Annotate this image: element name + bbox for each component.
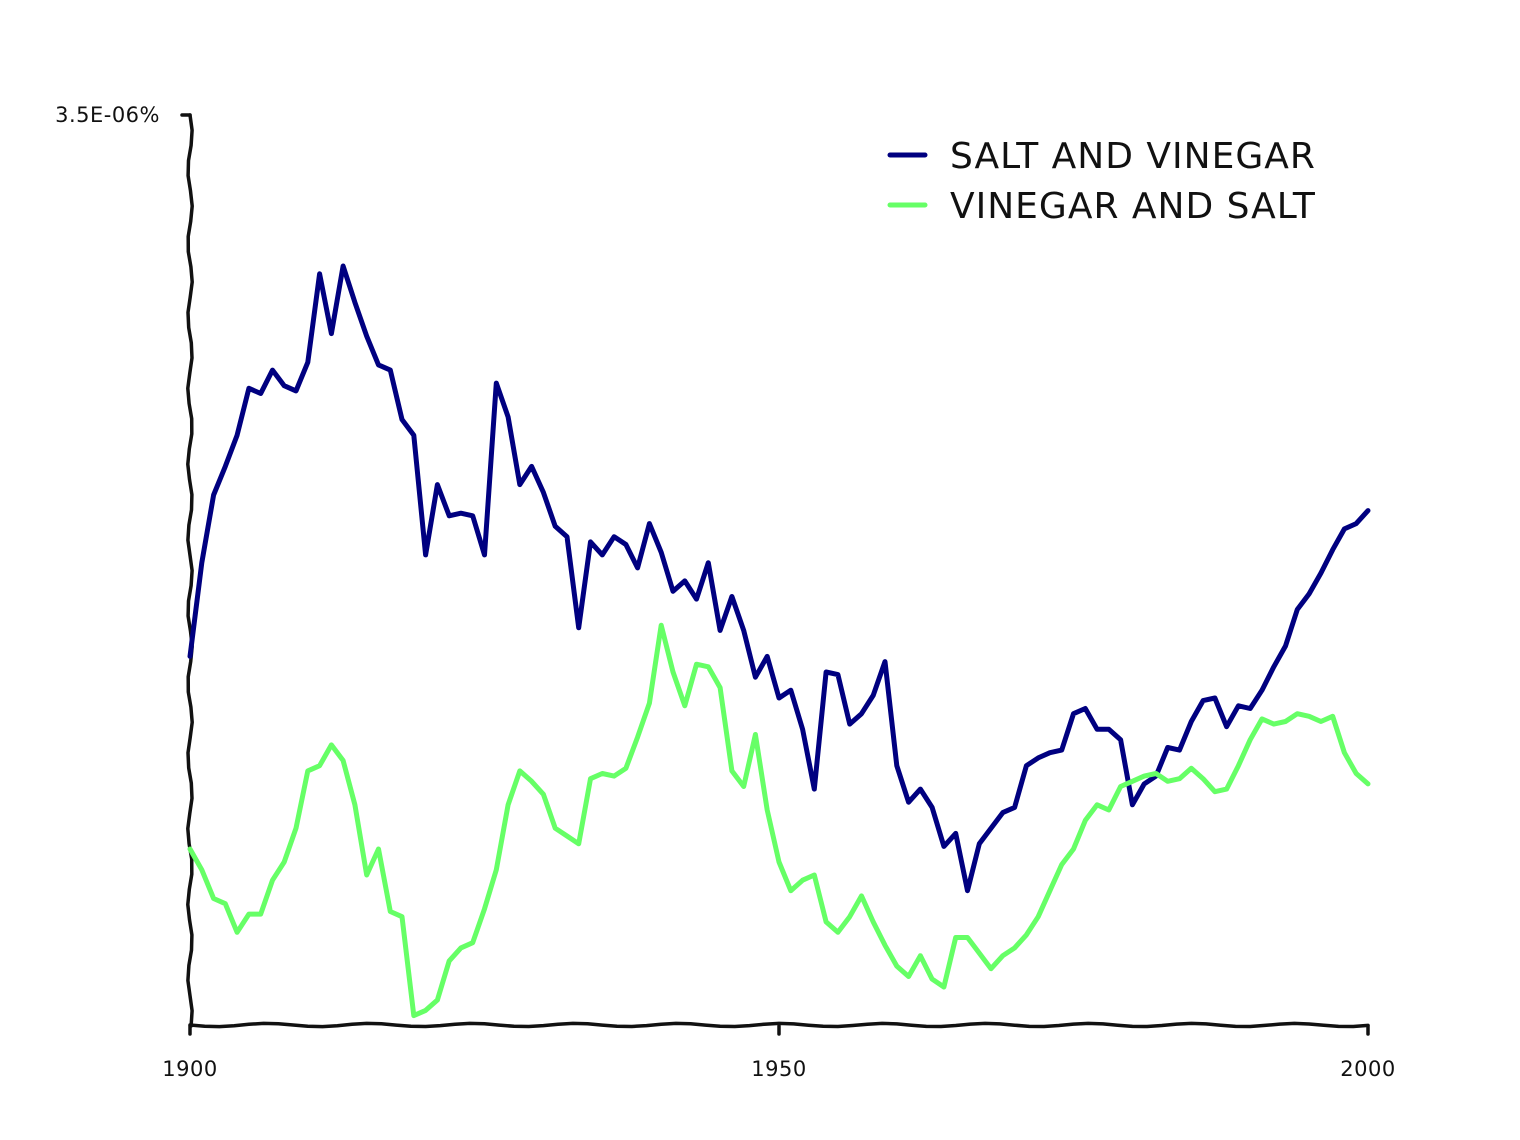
x-tick-label: 1900 <box>162 1057 217 1081</box>
series-line-vinegar-and-salt <box>187 622 1371 1019</box>
axes <box>186 113 1370 1029</box>
ticks: 1900 1950 2000 3.5E-06% <box>55 103 1395 1081</box>
legend-label: VINEGAR AND SALT <box>950 186 1316 227</box>
y-axis <box>186 113 194 1028</box>
legend-label: SALT AND VINEGAR <box>950 136 1316 177</box>
x-axis <box>188 1021 1370 1029</box>
x-tick-label: 1950 <box>751 1057 806 1081</box>
series-group <box>187 263 1371 1019</box>
legend: SALT AND VINEGAR VINEGAR AND SALT <box>887 136 1316 227</box>
y-tick-label: 3.5E-06% <box>55 103 160 127</box>
series-line-salt-and-vinegar <box>187 263 1371 894</box>
x-tick-label: 2000 <box>1340 1057 1395 1081</box>
